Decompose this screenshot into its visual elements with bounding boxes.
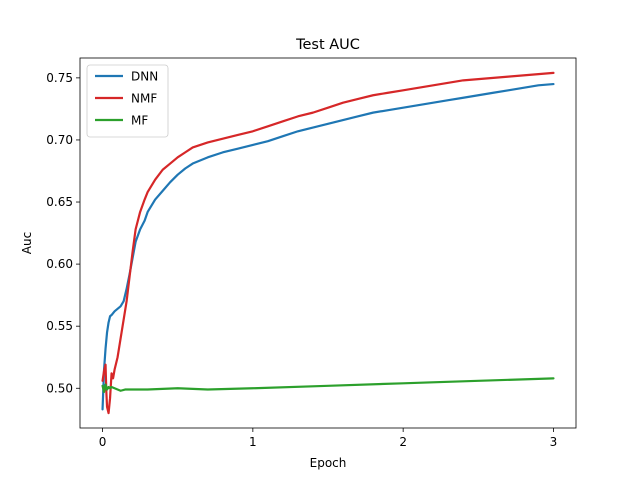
y-tick-label: 0.70 <box>46 133 73 147</box>
chart-title: Test AUC <box>295 37 360 53</box>
series-line-mf <box>101 377 555 394</box>
y-tick-label: 0.50 <box>46 381 73 395</box>
plot-layer <box>101 71 555 415</box>
y-axis-title: Auc <box>20 232 34 254</box>
y-tick-label: 0.60 <box>46 257 73 271</box>
series-line-nmf <box>101 71 555 415</box>
legend: DNN NMF MF <box>86 64 169 138</box>
tick-layer: 0 1 2 3 0.50 0.55 0.60 0.65 0.70 0.75 <box>46 71 557 449</box>
legend-label-dnn: DNN <box>131 70 158 84</box>
legend-label-nmf: NMF <box>131 92 157 106</box>
axes-frame <box>79 57 577 429</box>
x-tick-label: 3 <box>550 435 558 449</box>
x-tick-label: 0 <box>99 435 107 449</box>
y-tick-label: 0.55 <box>46 319 73 333</box>
legend-label-mf: MF <box>131 114 148 128</box>
y-tick-label: 0.75 <box>46 71 73 85</box>
x-axis-title: Epoch <box>310 456 347 470</box>
series-line-dnn <box>101 82 555 411</box>
x-tick-label: 1 <box>249 435 257 449</box>
x-tick-label: 2 <box>399 435 407 449</box>
y-tick-label: 0.65 <box>46 195 73 209</box>
